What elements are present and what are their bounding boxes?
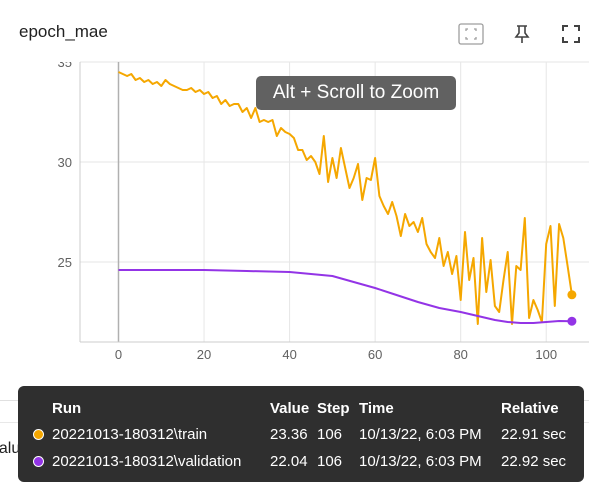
row-validation-time: 10/13/22, 6:03 PM (359, 453, 482, 470)
row-validation-relative: 22.92 sec (501, 453, 567, 470)
chart-axes (79, 62, 589, 343)
run-color-dot-train (33, 429, 44, 440)
chart-series (118, 71, 577, 326)
x-tick-label: 100 (535, 347, 557, 362)
card-title: epoch_mae (19, 22, 108, 41)
y-tick-label: 35 (58, 55, 72, 70)
y-tick-label: 25 (58, 255, 72, 270)
col-header-relative: Relative (501, 400, 559, 417)
line-chart[interactable]: 0 20 40 60 80 100 25 30 35 (0, 0, 589, 400)
col-header-step: Step (317, 400, 350, 417)
series-line-0 (118, 71, 573, 325)
row-train-value: 23.36 (270, 426, 308, 443)
x-tick-label: 20 (197, 347, 211, 362)
series-line-1 (118, 269, 572, 324)
x-tick-label: 80 (453, 347, 467, 362)
fullscreen-icon[interactable] (558, 21, 584, 47)
row-train-time: 10/13/22, 6:03 PM (359, 426, 482, 443)
col-header-run: Run (52, 400, 82, 417)
card-header: epoch_mae (0, 0, 589, 62)
series-endpoint-1 (567, 316, 577, 326)
col-header-time: Time (359, 400, 394, 417)
chart-ticks: 0 20 40 60 80 100 25 30 35 (58, 55, 558, 362)
row-validation-step: 106 (317, 453, 343, 470)
x-tick-label: 40 (282, 347, 296, 362)
x-tick-label: 0 (115, 347, 122, 362)
y-tick-label: 30 (58, 155, 72, 170)
data-tooltip-table: Run Value Step Time Relative 20221013-18… (18, 386, 584, 482)
row-train-step: 106 (317, 426, 343, 443)
row-validation-run: 20221013-180312\validation (52, 453, 242, 470)
fit-domain-icon[interactable] (458, 21, 484, 47)
x-tick-label: 60 (368, 347, 382, 362)
col-header-value: Value (270, 400, 310, 417)
pin-icon[interactable] (509, 21, 535, 47)
zoom-hint-tooltip: Alt + Scroll to Zoom (256, 76, 456, 110)
series-endpoint-0 (567, 290, 577, 300)
row-train-run: 20221013-180312\train (52, 426, 208, 443)
run-color-dot-validation (33, 456, 44, 467)
row-validation-value: 22.04 (270, 453, 308, 470)
row-train-relative: 22.91 sec (501, 426, 567, 443)
